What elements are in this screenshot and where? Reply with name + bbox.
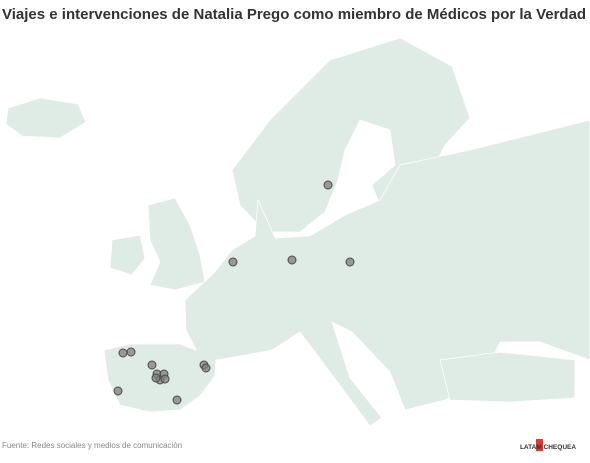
visit-point [201,363,211,373]
visit-point [287,255,297,265]
visit-point [160,374,170,384]
visit-point [147,360,157,370]
visit-point [151,373,161,383]
visit-point [228,257,238,267]
visit-point [118,348,128,358]
logo: LATAM CHEQUEA [520,444,576,451]
title: Viajes e intervenciones de Natalia Prego… [2,6,586,23]
logo-mark [536,439,543,451]
visit-point [323,180,333,190]
visit-point [172,395,182,405]
visit-point [345,257,355,267]
visit-point [126,347,136,357]
visit-point [113,386,123,396]
source: Fuente: Redes sociales y medios de comun… [2,441,182,450]
points [113,180,355,405]
land [5,37,590,427]
